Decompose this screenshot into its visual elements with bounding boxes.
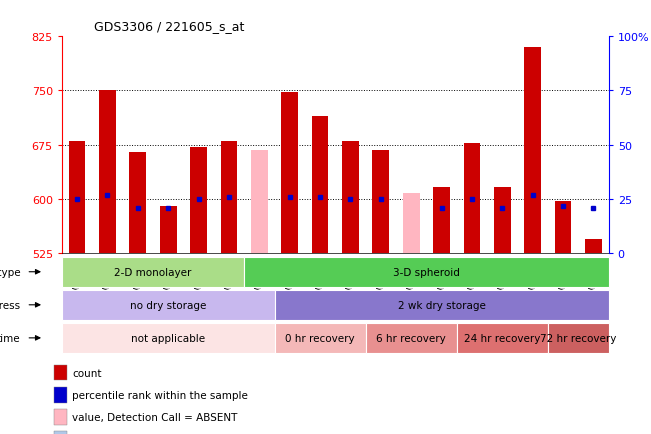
- Bar: [457, 323, 548, 353]
- Bar: [312, 117, 329, 254]
- Bar: [281, 92, 298, 254]
- Text: count: count: [72, 368, 102, 378]
- Bar: [190, 148, 207, 254]
- Bar: [366, 323, 457, 353]
- Bar: [62, 257, 244, 287]
- Bar: [372, 151, 389, 254]
- Bar: [62, 323, 275, 353]
- Text: 2 wk dry storage: 2 wk dry storage: [398, 300, 486, 310]
- Bar: [244, 257, 609, 287]
- Bar: [221, 142, 237, 254]
- Text: stress: stress: [0, 300, 21, 310]
- Bar: [130, 153, 146, 254]
- Bar: [585, 240, 602, 254]
- Bar: [403, 194, 419, 254]
- Bar: [69, 142, 85, 254]
- Text: 3-D spheroid: 3-D spheroid: [393, 267, 460, 277]
- Text: not applicable: not applicable: [131, 333, 205, 343]
- Bar: [62, 290, 275, 320]
- Bar: [275, 290, 609, 320]
- Bar: [555, 201, 572, 254]
- Text: 2-D monolayer: 2-D monolayer: [115, 267, 191, 277]
- Text: cell type: cell type: [0, 267, 21, 277]
- Text: 24 hr recovery: 24 hr recovery: [464, 333, 540, 343]
- Bar: [464, 143, 480, 254]
- Bar: [54, 409, 66, 425]
- Text: GDS3306 / 221605_s_at: GDS3306 / 221605_s_at: [94, 20, 245, 33]
- Bar: [275, 323, 366, 353]
- Bar: [434, 187, 450, 254]
- Text: time: time: [0, 333, 21, 343]
- Bar: [159, 207, 176, 254]
- Text: 6 hr recovery: 6 hr recovery: [376, 333, 446, 343]
- Bar: [342, 142, 359, 254]
- Text: no dry storage: no dry storage: [130, 300, 206, 310]
- Bar: [525, 48, 541, 254]
- Text: value, Detection Call = ABSENT: value, Detection Call = ABSENT: [72, 412, 238, 422]
- Text: percentile rank within the sample: percentile rank within the sample: [72, 391, 248, 400]
- Bar: [54, 431, 66, 434]
- Bar: [548, 323, 609, 353]
- Bar: [251, 151, 268, 254]
- Text: 72 hr recovery: 72 hr recovery: [540, 333, 616, 343]
- Bar: [494, 187, 510, 254]
- Text: 0 hr recovery: 0 hr recovery: [285, 333, 355, 343]
- Bar: [99, 91, 116, 254]
- Bar: [54, 388, 66, 403]
- Bar: [54, 365, 66, 381]
